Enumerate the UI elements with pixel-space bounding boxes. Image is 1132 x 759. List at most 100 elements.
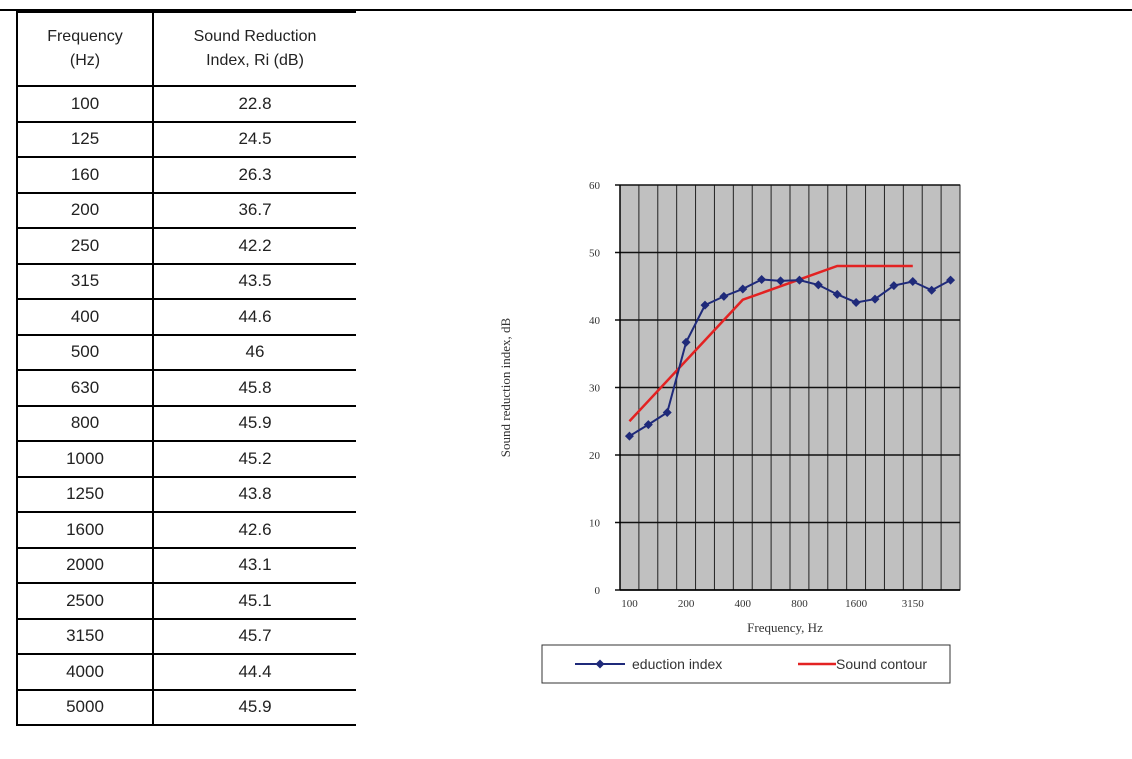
- table-row: 3150 45.7: [16, 617, 356, 655]
- reduction-index-point: [794, 275, 804, 285]
- frequency-cell: 200: [16, 191, 154, 229]
- reduction-index-point: [643, 420, 653, 430]
- reduction-index-cell: 45.8: [152, 369, 356, 407]
- frequency-cell: 2500: [16, 582, 154, 620]
- table-row: 100 22.8: [16, 85, 356, 123]
- legend-marker-reduction: [595, 659, 605, 669]
- table-row: 800 45.9: [16, 404, 356, 442]
- reduction-index-cell: 45.9: [152, 404, 356, 442]
- reduction-index-cell: 22.8: [152, 85, 356, 123]
- table-body: 100 22.8 125 24.5 160 26.3 200 36.7 250 42.2 315 43…: [16, 85, 356, 726]
- sound-reduction-chart: 0 10 20 30 40 50 60 100 200 400 800 1600 3150 Frequen…: [498, 180, 961, 684]
- table-row: 4000 44.4: [16, 653, 356, 691]
- x-axis-title: Frequency, Hz: [747, 620, 823, 635]
- legend-label-contour: Sound contour: [836, 656, 927, 672]
- x-tick-label: 100: [621, 598, 638, 610]
- y-tick-label: 60: [589, 180, 601, 192]
- x-tick-label: 1600: [845, 598, 868, 610]
- reduction-index-cell: 24.5: [152, 120, 356, 158]
- chart-container: 0 10 20 30 40 50 60 100 200 400 800 1600 3150 Frequen…: [480, 160, 990, 720]
- x-tick-label: 800: [791, 598, 808, 610]
- top-rule: [0, 9, 1132, 11]
- reduction-index-point: [624, 431, 634, 441]
- frequency-cell: 315: [16, 262, 154, 300]
- frequency-cell: 3150: [16, 617, 154, 655]
- data-table-container: Frequency (Hz) Sound Reduction Index, Ri…: [16, 11, 356, 759]
- frequency-cell: 125: [16, 120, 154, 158]
- table-row: 2500 45.1: [16, 582, 356, 620]
- reduction-index-point: [832, 289, 842, 299]
- reduction-index-cell: 43.5: [152, 262, 356, 300]
- legend-label-reduction: eduction index: [632, 656, 722, 672]
- frequency-cell: 250: [16, 227, 154, 265]
- reduction-index-cell: 42.6: [152, 511, 356, 549]
- reduction-index-cell: 46: [152, 333, 356, 371]
- table-header-row: Frequency (Hz) Sound Reduction Index, Ri…: [16, 11, 356, 87]
- y-tick-label: 20: [589, 450, 601, 462]
- reduction-index-cell: 45.2: [152, 440, 356, 478]
- reduction-index-cell: 26.3: [152, 156, 356, 194]
- reduction-index-cell: 45.1: [152, 582, 356, 620]
- y-tick-label: 30: [589, 383, 601, 395]
- reduction-index-point: [889, 281, 899, 291]
- reduction-index-point: [757, 275, 767, 284]
- y-tick-label: 10: [589, 518, 601, 530]
- y-tick-label: 40: [589, 315, 601, 327]
- table-row: 200 36.7: [16, 191, 356, 229]
- frequency-cell: 5000: [16, 688, 154, 726]
- reduction-index-cell: 43.1: [152, 546, 356, 584]
- table-row: 1250 43.8: [16, 475, 356, 513]
- reduction-index-cell: 44.4: [152, 653, 356, 691]
- reduction-index-header: Sound Reduction Index, Ri (dB): [152, 11, 356, 87]
- frequency-cell: 500: [16, 333, 154, 371]
- reduction-index-cell: 45.9: [152, 688, 356, 726]
- reduction-index-point: [776, 276, 786, 286]
- frequency-cell: 4000: [16, 653, 154, 691]
- table-row: 1600 42.6: [16, 511, 356, 549]
- y-axis-title: Sound reduction index, dB: [498, 317, 513, 457]
- reduction-index-cell: 44.6: [152, 298, 356, 336]
- frequency-cell: 800: [16, 404, 154, 442]
- sound-reduction-table: Frequency (Hz) Sound Reduction Index, Ri…: [16, 11, 356, 726]
- frequency-cell: 1600: [16, 511, 154, 549]
- frequency-cell: 630: [16, 369, 154, 407]
- x-tick-label: 400: [735, 598, 752, 610]
- reduction-index-cell: 43.8: [152, 475, 356, 513]
- table-row: 2000 43.1: [16, 546, 356, 584]
- reduction-index-point: [719, 291, 729, 301]
- table-row: 500 46: [16, 333, 356, 371]
- reduction-index-cell: 36.7: [152, 191, 356, 229]
- table-row: 5000 45.9: [16, 688, 356, 726]
- y-tick-label: 50: [589, 248, 601, 260]
- reduction-index-point: [927, 285, 937, 295]
- reduction-index-cell: 45.7: [152, 617, 356, 655]
- x-tick-label: 3150: [902, 598, 925, 610]
- reduction-index-point: [681, 337, 691, 347]
- table-row: 160 26.3: [16, 156, 356, 194]
- reduction-index-point: [700, 300, 710, 310]
- table-row: 250 42.2: [16, 227, 356, 265]
- reduction-index-point: [851, 297, 861, 307]
- frequency-header: Frequency (Hz): [16, 11, 154, 87]
- reduction-index-cell: 42.2: [152, 227, 356, 265]
- frequency-cell: 100: [16, 85, 154, 123]
- frequency-cell: 2000: [16, 546, 154, 584]
- y-tick-label: 0: [595, 585, 601, 597]
- x-tick-label: 200: [678, 598, 695, 610]
- table-row: 1000 45.2: [16, 440, 356, 478]
- frequency-cell: 400: [16, 298, 154, 336]
- table-row: 400 44.6: [16, 298, 356, 336]
- reduction-index-point: [870, 294, 880, 304]
- table-row: 125 24.5: [16, 120, 356, 158]
- table-row: 630 45.8: [16, 369, 356, 407]
- table-row: 315 43.5: [16, 262, 356, 300]
- frequency-cell: 1250: [16, 475, 154, 513]
- frequency-cell: 1000: [16, 440, 154, 478]
- reduction-index-point: [946, 275, 956, 285]
- reduction-index-point: [662, 407, 672, 417]
- reduction-index-point: [908, 277, 918, 287]
- reduction-index-point: [813, 280, 823, 290]
- reduction-index-point: [738, 284, 748, 294]
- frequency-cell: 160: [16, 156, 154, 194]
- sound-contour-line: [628, 264, 913, 423]
